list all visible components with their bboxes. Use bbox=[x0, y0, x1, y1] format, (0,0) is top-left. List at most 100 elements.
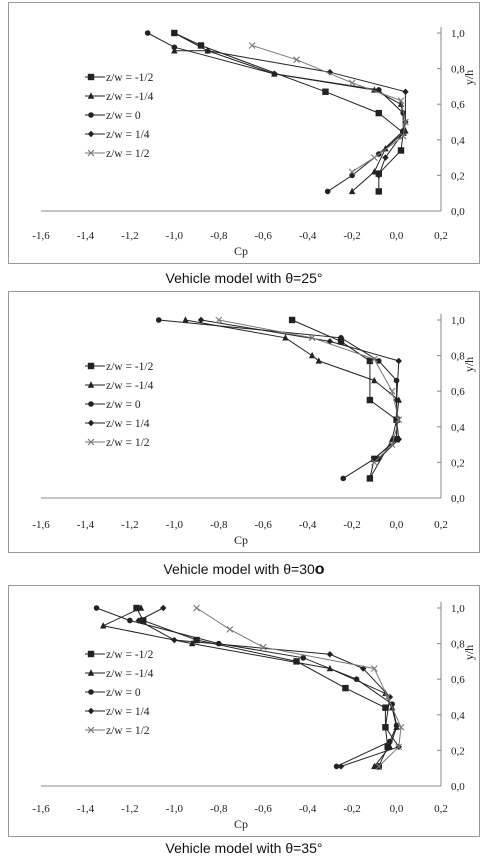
legend-item-1-1: z/w = -1/4 bbox=[85, 91, 154, 103]
data-point-2-3-2 bbox=[395, 357, 402, 365]
data-point-2-2-2 bbox=[375, 358, 382, 364]
y-tick-label-2-1: 0,2 bbox=[451, 457, 465, 469]
data-point-1-1-4 bbox=[397, 100, 405, 107]
series-line-3-3 bbox=[137, 607, 400, 767]
series-line-2-2 bbox=[158, 319, 398, 479]
y-tick-label-1-2: 0,4 bbox=[451, 135, 465, 147]
data-point-3-2-4 bbox=[353, 676, 360, 682]
series-line-2-4 bbox=[218, 319, 400, 463]
data-point-3-4-0 bbox=[193, 604, 200, 612]
data-point-3-4-1 bbox=[226, 625, 234, 633]
y-tick-label-1-4: 0,8 bbox=[451, 64, 465, 76]
x-tick-label-3-6: -0,4 bbox=[299, 803, 317, 815]
chart-panel-2: 0,0 0,2 0,4 0,6 0,8 1,0 -1,6 -1,4 -1,2 -1,0 -0,8 -0… bbox=[8, 291, 480, 553]
x-tick-label-2-3: -1,0 bbox=[166, 519, 184, 531]
data-point-2-1-0 bbox=[182, 316, 189, 323]
data-point-1-2-8 bbox=[324, 188, 331, 195]
data-point-1-0-2 bbox=[322, 88, 329, 95]
data-point-2-0-3 bbox=[366, 396, 374, 404]
x-tick-label-3-3: -1,0 bbox=[166, 803, 184, 815]
legend-marker-3-0 bbox=[87, 650, 95, 658]
caption-text-1: Vehicle model with θ=25 bbox=[165, 270, 317, 286]
x-tick-label-3-4: -0,8 bbox=[210, 803, 228, 815]
x-tick-label-1-0: -1,6 bbox=[32, 230, 50, 242]
x-tick-label-2-9: 0,2 bbox=[434, 519, 448, 531]
data-point-3-4-3 bbox=[370, 665, 378, 672]
data-point-2-4-6 bbox=[370, 459, 378, 466]
legend-marker-3-2 bbox=[88, 689, 94, 695]
x-tick-label-3-2: -1,2 bbox=[121, 803, 138, 815]
legend-label-1-0: z/w = -1/2 bbox=[106, 72, 154, 84]
data-point-1-4-7 bbox=[348, 168, 356, 176]
legend-label-1-4: z/w = 1/2 bbox=[106, 148, 150, 160]
data-point-2-4-4 bbox=[395, 416, 403, 424]
legend-label-1-3: z/w = 1/4 bbox=[106, 129, 150, 141]
x-axis-label-1: Cp bbox=[234, 244, 248, 258]
legend-item-3-3: z/w = 1/4 bbox=[85, 706, 150, 718]
data-point-3-3-0 bbox=[160, 604, 167, 612]
series-line-1-3 bbox=[174, 32, 406, 176]
x-tick-label-3-9: 0,2 bbox=[434, 803, 448, 815]
data-point-1-4-1 bbox=[293, 56, 300, 64]
data-point-3-2-1 bbox=[127, 617, 133, 624]
data-point-2-3-5 bbox=[395, 436, 402, 443]
legend-item-1-0: z/w = -1/2 bbox=[85, 72, 154, 84]
data-point-3-0-5 bbox=[382, 704, 389, 711]
y-tick-label-3-3: 0,6 bbox=[451, 674, 465, 686]
x-tick-label-2-7: -0,2 bbox=[343, 519, 360, 531]
data-point-1-0-1 bbox=[197, 42, 205, 49]
chart-1: 0,00,20,40,60,81,0-1,6 -1,4 -1,2 -1,0 -0,8 -0… bbox=[32, 27, 476, 258]
data-point-3-3-2 bbox=[171, 636, 178, 644]
x-tick-label-3-8: 0,0 bbox=[390, 803, 404, 815]
y-axis-label-3: y/h bbox=[462, 645, 476, 660]
legend-label-3-3: z/w = 1/4 bbox=[106, 706, 150, 718]
legend-marker-3-4 bbox=[87, 726, 95, 734]
legend-item-2-1: z/w = -1/4 bbox=[85, 380, 154, 392]
legend-label-2-0: z/w = -1/2 bbox=[106, 361, 154, 373]
legend-item-2-0: z/w = -1/2 bbox=[85, 361, 154, 373]
y-tick-label-1-1: 0,2 bbox=[451, 170, 465, 182]
legend-marker-1-0 bbox=[87, 73, 95, 81]
data-point-2-1-3 bbox=[315, 357, 322, 364]
legend-marker-1-1 bbox=[87, 92, 95, 99]
data-point-2-3-0 bbox=[197, 316, 205, 324]
data-point-3-4-2 bbox=[259, 643, 267, 651]
data-point-1-2-2 bbox=[271, 71, 278, 77]
chart-caption-3: Vehicle model with θ=35° bbox=[0, 840, 488, 856]
series-line-1-2 bbox=[147, 32, 404, 192]
x-tick-label-2-6: -0,4 bbox=[299, 519, 317, 531]
series-1-1 bbox=[171, 47, 409, 195]
x-tick-label-1-4: -0,8 bbox=[210, 230, 228, 242]
x-tick-label-3-0: -1,6 bbox=[32, 803, 50, 815]
data-point-3-4-6 bbox=[395, 743, 403, 751]
y-tick-label-1-0: 0,0 bbox=[451, 206, 465, 218]
x-tick-label-1-8: 0,0 bbox=[390, 230, 404, 242]
x-tick-label-1-9: 0,2 bbox=[434, 230, 448, 242]
series-1-2 bbox=[144, 30, 407, 195]
legend-label-2-2: z/w = 0 bbox=[106, 399, 141, 411]
legend-label-3-4: z/w = 1/2 bbox=[106, 725, 150, 737]
data-point-2-2-3 bbox=[393, 377, 400, 384]
series-2-4 bbox=[215, 316, 403, 466]
legend-item-2-3: z/w = 1/4 bbox=[85, 418, 150, 430]
data-point-3-3-3 bbox=[326, 651, 334, 658]
series-line-3-4 bbox=[196, 607, 402, 767]
data-point-1-3-1 bbox=[204, 47, 211, 54]
chart-panel-3: 0,0 0,2 0,4 0,6 0,8 1,0 -1,6 -1,4 -1,2 -1,0 -0,8 -0… bbox=[8, 585, 480, 837]
data-point-3-4-5 bbox=[397, 723, 405, 731]
data-point-1-2-1 bbox=[171, 44, 178, 51]
x-tick-label-2-0: -1,6 bbox=[32, 519, 50, 531]
legend-label-2-1: z/w = -1/4 bbox=[106, 380, 154, 392]
caption-mark-1: ° bbox=[316, 270, 323, 286]
x-tick-label-1-6: -0,4 bbox=[299, 230, 317, 242]
legend-item-3-1: z/w = -1/4 bbox=[85, 668, 154, 680]
data-point-3-0-4 bbox=[342, 684, 349, 692]
caption-text-3: Vehicle model with θ=35 bbox=[165, 840, 317, 856]
legend-label-2-4: z/w = 1/2 bbox=[106, 437, 150, 449]
series-3-0 bbox=[133, 604, 391, 770]
series-line-3-1 bbox=[101, 607, 398, 767]
data-point-3-0-3 bbox=[293, 658, 300, 665]
series-1-0 bbox=[171, 29, 407, 195]
x-tick-label-2-5: -0,6 bbox=[255, 519, 273, 531]
legend-item-2-4: z/w = 1/2 bbox=[85, 437, 150, 449]
